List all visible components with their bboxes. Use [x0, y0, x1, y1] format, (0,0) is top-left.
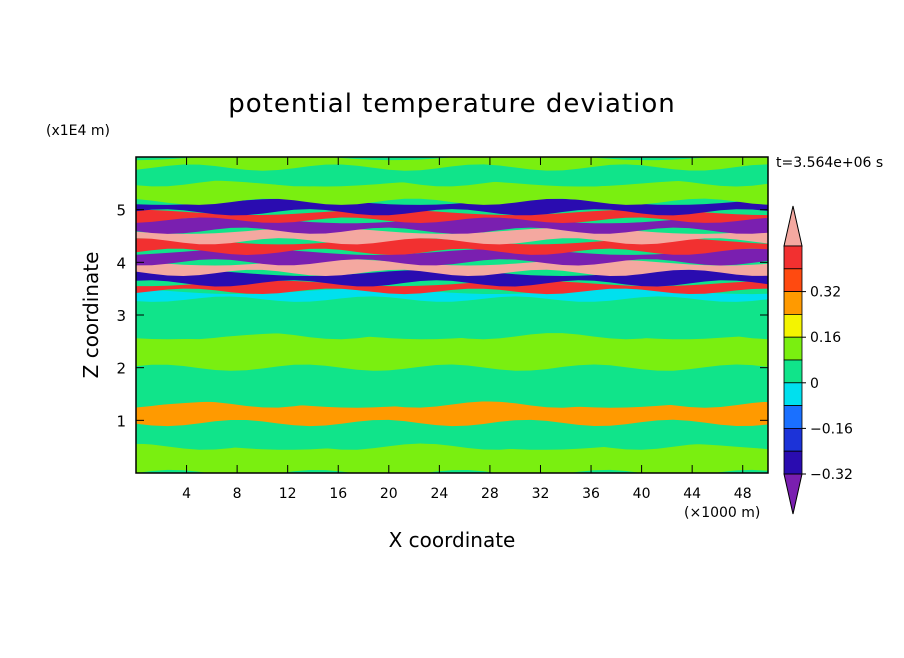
colorbar: 0.32 0.16 0 −0.16 −0.32	[783, 205, 853, 515]
colorbar-segment	[783, 359, 803, 384]
colorbar-segment	[783, 291, 803, 315]
heatmap-band	[136, 157, 768, 171]
y-unit-label: (x1E4 m)	[46, 123, 110, 139]
colorbar-segment	[783, 268, 803, 292]
heatmap-band	[136, 269, 768, 287]
heatmap-band	[136, 443, 768, 473]
heatmap-band	[136, 280, 768, 295]
colorbar-segment	[783, 382, 803, 406]
heatmap-band	[136, 164, 768, 187]
x-tick-label: 44	[683, 486, 701, 502]
heatmap-band	[136, 238, 768, 255]
colorbar-tick-label: −0.16	[810, 421, 853, 437]
x-tick-label: 12	[279, 486, 297, 502]
heatmap-band	[136, 401, 768, 427]
colorbar-tick-label: −0.32	[810, 467, 853, 483]
colorbar-segment	[783, 336, 803, 361]
x-tick-label: 28	[481, 486, 499, 502]
colorbar-tick-label: 0.16	[810, 330, 841, 346]
x-tick-label: 8	[233, 486, 242, 502]
x-tick-label: 16	[329, 486, 347, 502]
plot-area	[136, 157, 768, 473]
heatmap-band	[136, 209, 768, 223]
x-axis-label: X coordinate	[389, 528, 516, 552]
y-tick-label: 5	[116, 202, 126, 220]
colorbar-segment	[783, 427, 803, 452]
heatmap-band	[136, 296, 768, 340]
colorbar-segment	[783, 450, 803, 475]
colorbar-segment	[783, 405, 803, 429]
y-tick-label: 1	[116, 412, 126, 430]
heatmap-band	[136, 419, 768, 450]
x-tick-label: 20	[380, 486, 398, 502]
x-unit-label: (×1000 m)	[684, 505, 760, 521]
heatmap-band	[136, 288, 768, 302]
heatmap-band	[136, 332, 768, 371]
chart-title: potential temperature deviation	[228, 89, 675, 119]
x-tick-label: 48	[734, 486, 752, 502]
colorbar-segment	[783, 205, 803, 247]
y-axis-label: Z coordinate	[79, 252, 103, 379]
y-tick-label: 3	[116, 307, 126, 325]
colorbar-segment	[783, 473, 803, 515]
heatmap-band	[136, 364, 768, 408]
colorbar-tick-label: 0	[810, 376, 819, 392]
heatmap-band	[136, 248, 768, 266]
x-tick-label: 36	[582, 486, 600, 502]
y-tick-label: 4	[116, 254, 126, 272]
x-tick-label: 24	[430, 486, 448, 502]
y-tick-label: 2	[116, 360, 126, 378]
time-label: t=3.564e+06 s	[776, 155, 883, 171]
x-tick-label: 40	[633, 486, 651, 502]
colorbar-segment	[783, 245, 803, 270]
x-tick-label: 32	[532, 486, 550, 502]
colorbar-tick-label: 0.32	[810, 285, 841, 301]
x-tick-label: 4	[182, 486, 191, 502]
heatmap-band	[136, 180, 768, 205]
colorbar-segment	[783, 313, 803, 338]
